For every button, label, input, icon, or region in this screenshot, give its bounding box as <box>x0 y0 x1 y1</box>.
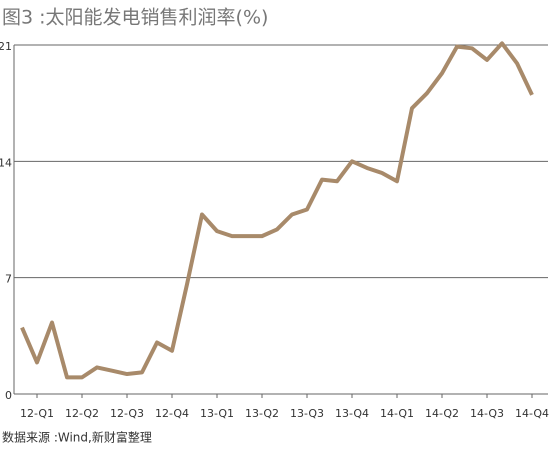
x-tick-label: 13-Q2 <box>245 407 279 420</box>
source-note: 数据来源 :Wind,新财富整理 <box>2 430 152 445</box>
y-tick-label: 0 <box>5 389 12 402</box>
chart-title: 图3 :太阳能发电销售利润率(%) <box>2 7 268 29</box>
x-tick-label: 12-Q3 <box>110 407 144 420</box>
x-tick-label: 13-Q3 <box>290 407 324 420</box>
x-tick-label: 14-Q2 <box>425 407 459 420</box>
x-tick-label: 12-Q4 <box>155 407 189 420</box>
x-tick-label: 14-Q1 <box>380 407 414 420</box>
y-tick-label: 7 <box>5 273 12 286</box>
data-line <box>20 41 534 380</box>
y-tick-label: 21 <box>0 40 12 53</box>
y-tick-label: 14 <box>0 156 12 169</box>
x-tick-label: 13-Q4 <box>335 407 369 420</box>
x-tick-label: 13-Q1 <box>200 407 234 420</box>
x-tick-label: 12-Q2 <box>65 407 99 420</box>
x-tick-label: 12-Q1 <box>20 407 54 420</box>
x-tick-label: 14-Q4 <box>515 407 549 420</box>
x-tick-label: 14-Q3 <box>470 407 504 420</box>
